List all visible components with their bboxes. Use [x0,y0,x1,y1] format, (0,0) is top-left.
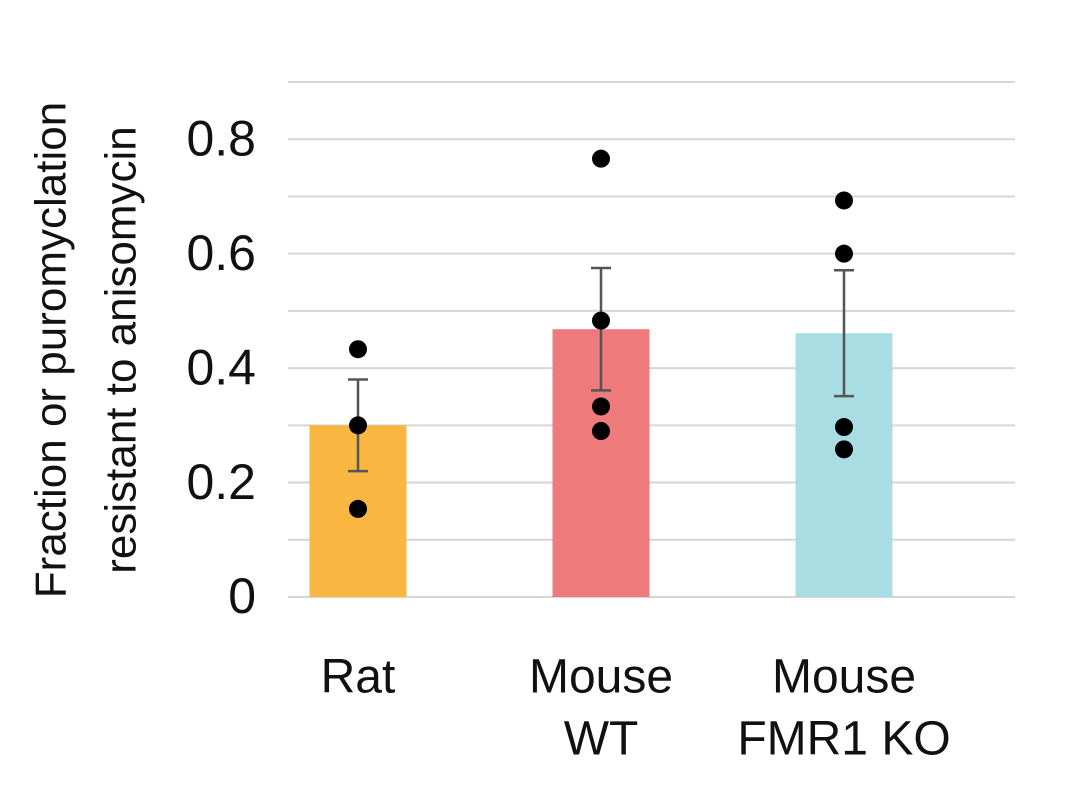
data-point [835,191,853,210]
data-point [349,499,367,518]
x-tick-label: Mouse [772,651,916,704]
y-axis-label-line: Fraction or puromyclation [27,102,76,598]
x-tick-label: WT [564,713,639,766]
data-point [349,340,367,359]
data-point [835,418,853,437]
y-tick-label: 0 [228,568,256,624]
y-tick-label: 0.2 [186,454,256,510]
x-tick-label: Rat [321,651,396,704]
y-tick-label: 0.4 [186,339,256,395]
data-point [592,397,610,416]
x-tick-label: Mouse [529,651,673,704]
y-tick-label: 0.8 [186,110,256,166]
x-tick-label: FMR1 KO [737,713,950,766]
data-point [349,416,367,435]
data-point [835,244,853,263]
data-point [592,422,610,441]
y-axis-label: Fraction or puromyclation resistant to a… [27,102,146,598]
data-point [592,149,610,168]
data-point [835,440,853,459]
data-point [592,311,610,330]
y-axis-label-line: resistant to anisomycin [97,126,146,574]
y-tick-label: 0.6 [186,225,256,281]
